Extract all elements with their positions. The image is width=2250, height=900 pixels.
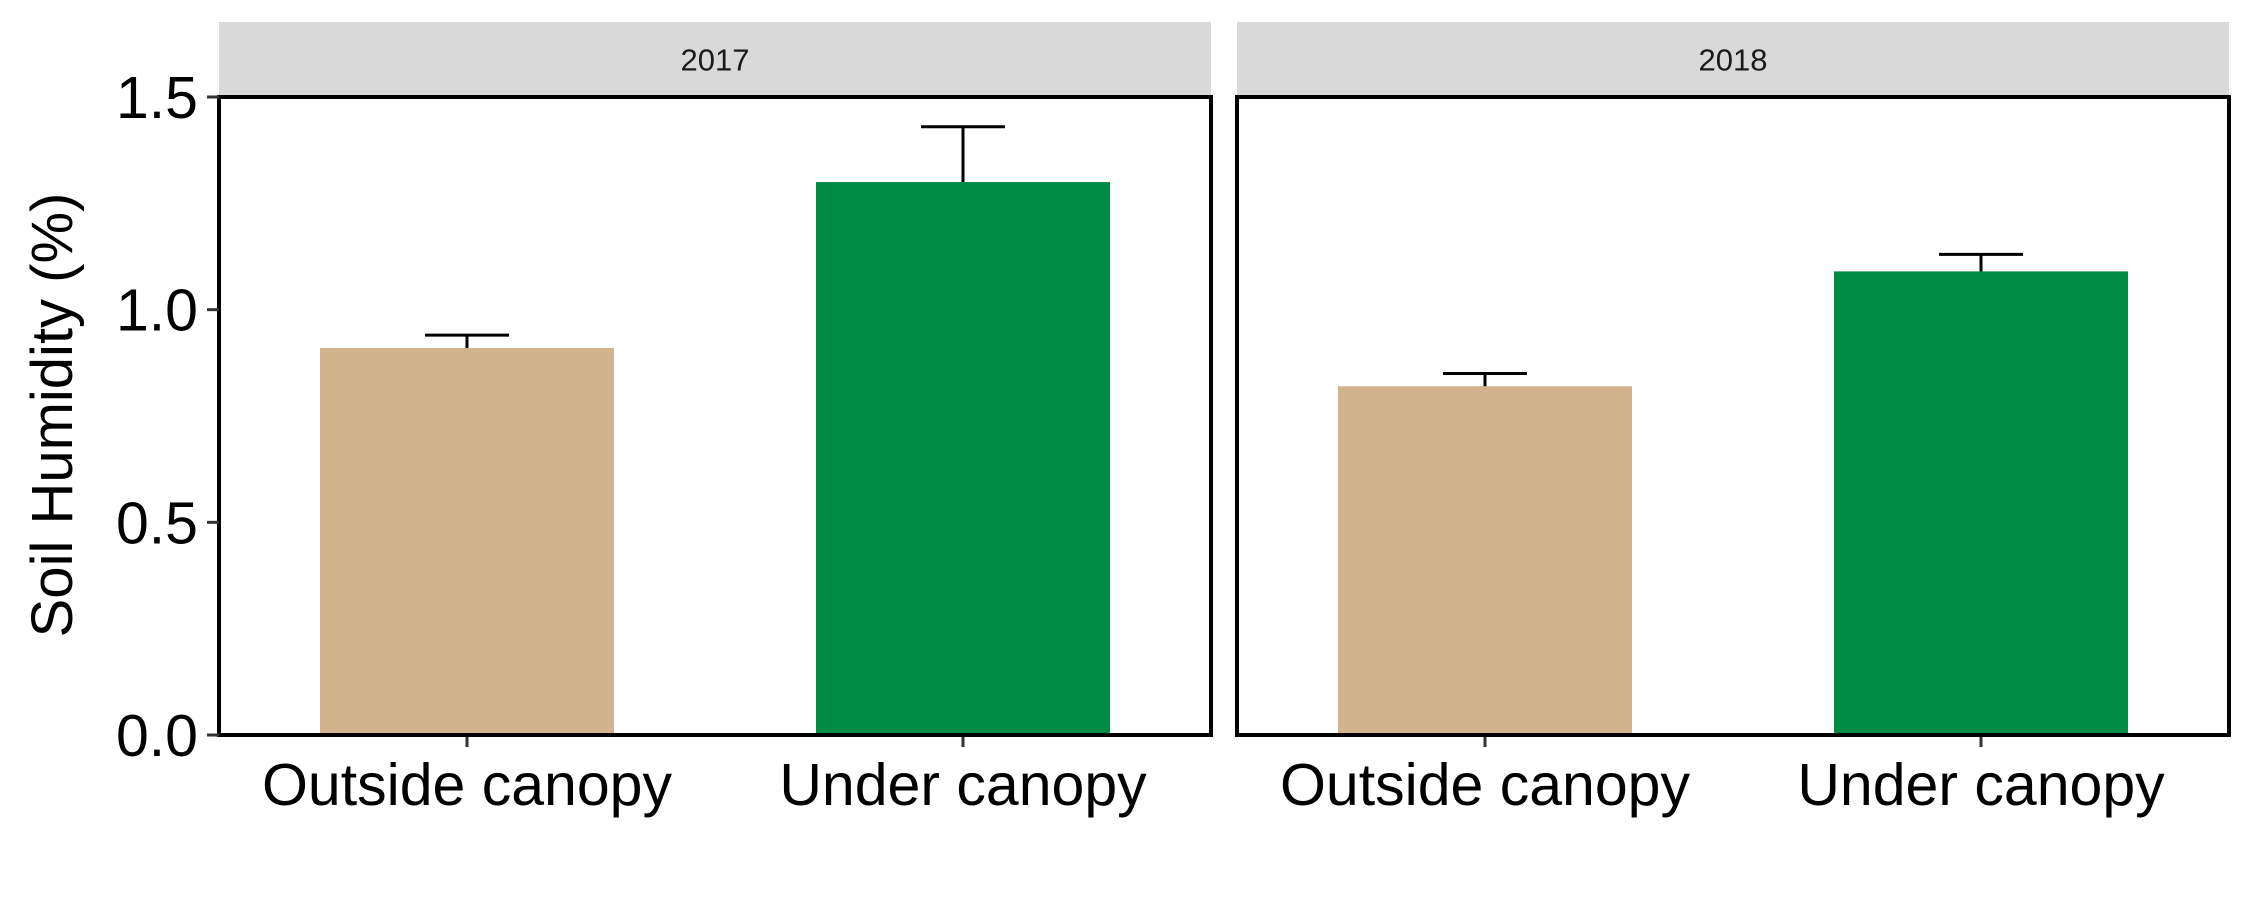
error-bar (1443, 371, 1527, 387)
error-bar (1939, 252, 2023, 272)
x-tick-label: Under canopy (1797, 752, 2165, 818)
x-tick-label: Under canopy (779, 752, 1147, 818)
y-axis: 0.0 0.5 1.0 1.5 (116, 65, 219, 769)
chart-panels: 2017 Outside canopy Under canopy 2018 Outsid… (217, 22, 2231, 818)
facet-strip (219, 22, 1211, 97)
y-tick-label: 0.5 (116, 490, 198, 556)
facet-strip-label: 2017 (681, 43, 750, 78)
y-tick-label: 1.5 (116, 65, 198, 131)
x-tick-label: Outside canopy (1280, 752, 1690, 818)
y-tick-label: 1.0 (116, 278, 198, 344)
error-bar (425, 333, 509, 348)
panel-2018: 2018 Outside canopy Under canopy (1235, 22, 2231, 818)
x-tick-label: Outside canopy (262, 752, 672, 818)
bar (1834, 271, 2128, 735)
facet-strip-label: 2018 (1699, 43, 1768, 78)
bar (320, 347, 614, 735)
panel-border (1235, 95, 2231, 737)
y-tick-label: 0.0 (116, 703, 198, 769)
y-axis-title: Soil Humidity (%) (20, 193, 85, 638)
facet-strip (1237, 22, 2229, 97)
panel-2017: 2017 Outside canopy Under canopy (217, 22, 1213, 818)
bar (1338, 386, 1632, 735)
panel-border (217, 95, 1213, 737)
bar (816, 182, 1110, 736)
error-bar (921, 125, 1005, 183)
